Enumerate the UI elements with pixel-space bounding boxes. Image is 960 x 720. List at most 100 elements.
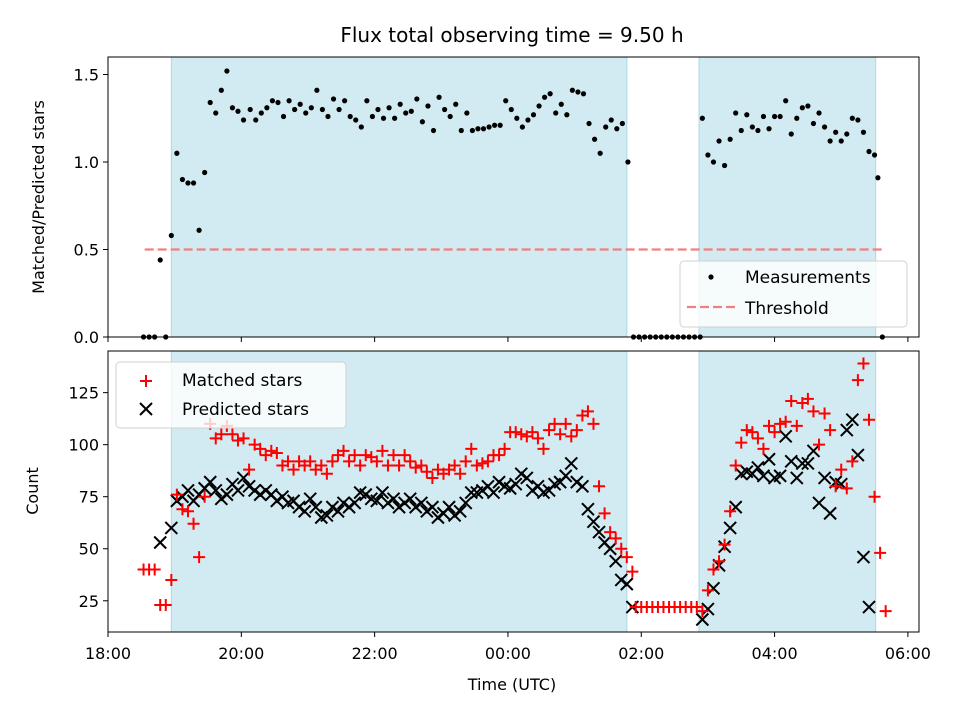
bottom-panel: 25 50 75 100 125 18:00 20:00 22:00 00:00 02:00 04…: [23, 350, 931, 694]
measurement-point: [827, 138, 833, 144]
x-tick-label: 20:00: [218, 644, 264, 663]
predicted-point: [309, 500, 323, 514]
measurement-point: [766, 126, 772, 132]
measurement-point: [558, 101, 564, 107]
matched-point: [751, 432, 764, 445]
matched-point: [537, 442, 550, 455]
matched-point: [398, 449, 411, 462]
matched-point: [840, 482, 853, 495]
matched-point: [359, 449, 372, 462]
matched-point: [801, 392, 814, 405]
predicted-point: [592, 525, 606, 539]
measurement-point: [849, 115, 855, 121]
y-tick-label: 50: [79, 540, 99, 559]
measurement-point: [179, 176, 186, 183]
predicted-point: [840, 423, 854, 437]
predicted-point: [575, 479, 590, 494]
matched-point: [696, 605, 709, 618]
y-tick-label: 1.5: [74, 66, 99, 85]
measurement-point: [771, 113, 778, 120]
measurement-point: [530, 112, 537, 118]
measurement-point: [330, 96, 337, 102]
measurement-point: [213, 110, 219, 116]
legend-threshold-label: Threshold: [744, 299, 829, 319]
measurement-point: [224, 68, 230, 74]
legend-matched-label: Matched stars: [182, 371, 302, 391]
measurement-point: [235, 108, 241, 114]
matched-point: [493, 449, 506, 462]
measurement-point: [314, 87, 320, 93]
x-tick-label: 04:00: [752, 644, 798, 663]
measurement-point: [297, 101, 303, 107]
measurement-point: [430, 127, 437, 134]
matched-point: [226, 428, 239, 441]
legend-measurements-label: Measurements: [745, 268, 871, 288]
matched-point: [729, 459, 742, 472]
measurement-point: [547, 91, 553, 97]
predicted-point: [153, 535, 167, 550]
top-legend: Measurements Threshold: [679, 260, 908, 328]
x-axis-label: Time (UTC): [467, 675, 556, 694]
matched-point: [320, 467, 333, 480]
predicted-point: [453, 504, 467, 518]
measurement-point: [392, 115, 398, 121]
matched-point: [343, 455, 356, 468]
top-x-ticks: [107, 337, 909, 342]
measurement-point: [369, 113, 376, 120]
predicted-point: [331, 504, 345, 518]
measurement-point: [564, 112, 570, 118]
predicted-point: [320, 508, 334, 523]
matched-point: [370, 455, 383, 468]
measurement-point: [458, 127, 464, 134]
measurement-point: [508, 106, 514, 113]
shaded-window: [698, 350, 877, 633]
predicted-point: [442, 500, 456, 514]
bottom-y-ticks: 25 50 75 100 125: [68, 384, 108, 611]
predicted-point: [520, 471, 534, 485]
measurement-point: [397, 101, 403, 107]
shaded-window: [170, 56, 628, 338]
matched-point: [393, 459, 406, 472]
matched-point: [740, 424, 753, 437]
measurement-point: [375, 106, 381, 113]
x-tick-label: 06:00: [885, 644, 931, 663]
predicted-point: [784, 454, 798, 469]
predicted-point: [564, 456, 578, 471]
measurement-point: [403, 110, 409, 116]
y-tick-label: 0.5: [74, 241, 99, 260]
measurement-point: [727, 136, 733, 142]
matched-point: [448, 459, 461, 472]
y-tick-label: 75: [79, 488, 99, 507]
predicted-point: [603, 542, 617, 556]
measurement-point: [833, 129, 839, 135]
measurement-point: [503, 98, 509, 104]
matched-point: [615, 542, 628, 555]
matched-point: [415, 459, 428, 472]
matched-point: [420, 465, 433, 478]
predicted-point: [303, 492, 317, 506]
predicted-point: [851, 448, 865, 462]
matched-point: [459, 455, 472, 468]
measurement-point: [710, 159, 717, 165]
matched-point: [570, 424, 583, 437]
predicted-point: [701, 602, 715, 616]
measurement-point: [777, 113, 783, 120]
matched-point: [587, 417, 600, 430]
measurement-point: [733, 110, 739, 116]
predicted-point: [236, 471, 251, 485]
predicted-point: [464, 485, 478, 500]
measurement-point: [202, 169, 208, 176]
predicted-point: [817, 471, 832, 485]
measurement-point: [190, 180, 197, 186]
bottom-x-ticks: 18:00 20:00 22:00 00:00 02:00 04:00 06:00: [85, 632, 931, 663]
measurement-point: [358, 124, 364, 130]
matched-point: [193, 551, 206, 564]
predicted-point: [620, 577, 634, 591]
measurement-point: [799, 105, 805, 111]
measurement-point: [716, 138, 722, 144]
matched-point: [785, 394, 798, 407]
top-legend-box: [679, 260, 908, 328]
matched-point: [851, 374, 864, 387]
measurement-point: [744, 112, 750, 118]
measurement-point: [414, 96, 420, 102]
